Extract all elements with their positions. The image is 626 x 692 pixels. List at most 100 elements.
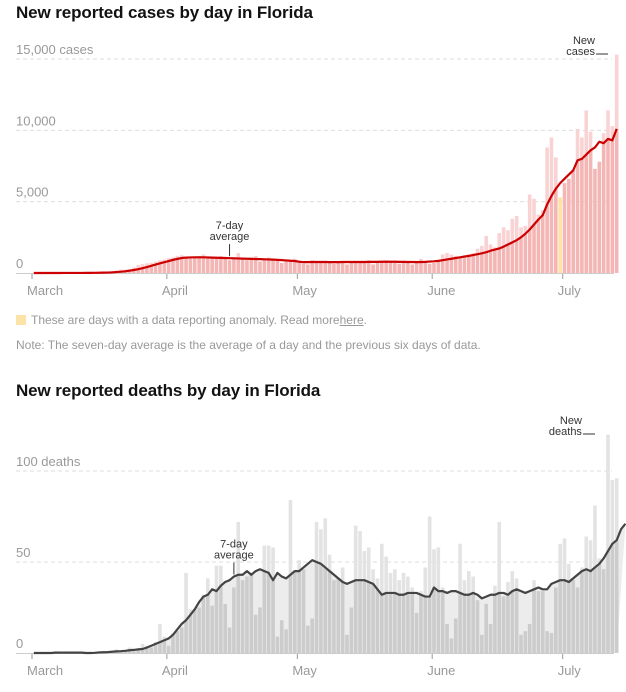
bar-under-average — [614, 128, 619, 273]
x-tick-label: June — [427, 283, 455, 298]
bar — [358, 531, 362, 581]
bar — [275, 636, 280, 653]
bar — [514, 215, 519, 241]
bar — [214, 258, 219, 273]
bar — [458, 543, 462, 593]
bar — [132, 651, 136, 653]
bar-under-average — [423, 596, 428, 653]
bar — [445, 623, 449, 653]
bar — [293, 571, 297, 653]
bar-under-average — [406, 592, 410, 653]
bar-under-average — [219, 585, 223, 653]
bar-under-average — [423, 261, 428, 273]
bar — [588, 540, 593, 572]
bar — [440, 587, 445, 592]
bar — [375, 262, 380, 273]
bar — [284, 261, 288, 273]
bar-under-average — [153, 264, 158, 273]
bar — [471, 576, 475, 593]
bar — [480, 245, 484, 254]
bar-under-average — [310, 262, 314, 273]
bar-under-average — [266, 259, 271, 273]
bar-under-average — [514, 589, 519, 653]
bar-under-average — [140, 648, 145, 653]
bar — [388, 262, 393, 273]
bar — [536, 214, 541, 220]
bar — [371, 264, 375, 273]
bar-under-average — [206, 257, 210, 273]
read-more-link[interactable]: here — [339, 313, 364, 327]
bar — [458, 257, 462, 273]
bar — [166, 258, 171, 262]
bar — [523, 631, 528, 653]
bar — [562, 183, 567, 273]
bar — [510, 218, 515, 243]
bar — [253, 614, 258, 653]
bar — [345, 264, 349, 273]
bar-under-average — [493, 594, 497, 653]
bar — [501, 596, 506, 653]
bar-under-average — [275, 259, 280, 273]
bar — [588, 131, 593, 151]
bar-under-average — [288, 260, 293, 273]
bar — [210, 605, 214, 653]
bar — [149, 262, 154, 266]
bar-under-average — [127, 650, 132, 653]
bar — [219, 565, 223, 586]
bar-under-average — [475, 254, 480, 273]
bar — [610, 480, 615, 544]
bar — [414, 612, 419, 653]
bar — [366, 547, 371, 583]
bar-under-average — [371, 583, 375, 653]
bar — [171, 257, 175, 260]
bar-under-average — [462, 594, 467, 653]
bar-under-average — [601, 143, 606, 273]
bar — [297, 263, 301, 273]
bar — [514, 578, 519, 590]
bar — [301, 569, 306, 653]
bar — [306, 264, 310, 273]
bar — [323, 518, 328, 568]
bar — [406, 576, 410, 593]
bar-under-average — [453, 258, 458, 273]
bar — [153, 261, 158, 265]
bar — [567, 563, 571, 583]
bar — [527, 623, 532, 653]
bar-under-average — [510, 591, 515, 653]
bar — [519, 227, 523, 238]
bar-under-average — [145, 647, 149, 653]
bar — [601, 133, 606, 144]
bar-under-average — [497, 248, 502, 273]
bar — [262, 545, 267, 572]
bar-under-average — [179, 258, 184, 273]
bar-under-average — [597, 563, 602, 653]
y-tick-label: 15,000 cases — [16, 42, 94, 57]
bar — [227, 260, 232, 273]
bar-under-average — [253, 259, 258, 273]
bar — [149, 647, 154, 653]
bar-under-average — [136, 269, 140, 273]
bar-under-average — [171, 259, 175, 273]
bar — [554, 587, 558, 653]
bar — [245, 260, 249, 273]
bar-under-average — [393, 592, 397, 653]
bar — [236, 253, 241, 259]
bar-under-average — [401, 261, 406, 273]
x-tick-label: March — [27, 283, 63, 298]
bar — [253, 255, 258, 260]
bar — [484, 603, 488, 653]
bar-under-average — [162, 262, 167, 273]
bar-under-average — [584, 154, 589, 273]
bar-under-average — [323, 567, 328, 653]
bar — [284, 629, 288, 653]
bar — [136, 649, 140, 653]
bar — [575, 128, 580, 161]
bar — [279, 620, 284, 653]
bar-under-average — [314, 562, 319, 653]
bar-under-average — [580, 158, 584, 273]
bar — [580, 137, 584, 159]
bar-under-average — [336, 262, 341, 273]
bar — [240, 580, 245, 653]
bar — [575, 587, 580, 653]
